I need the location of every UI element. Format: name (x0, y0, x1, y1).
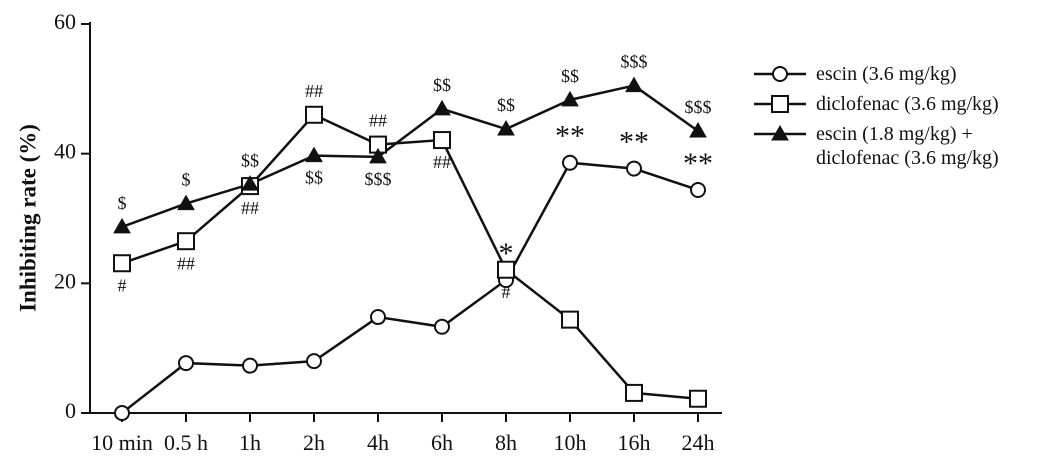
y-tick-label: 0 (65, 398, 76, 423)
significance-label: ** (683, 147, 713, 180)
marker (626, 160, 642, 177)
x-tick-label: 24h (682, 430, 715, 455)
x-tick-label: 1h (239, 430, 261, 455)
marker (690, 181, 706, 198)
x-tick-label: 10 min (91, 430, 153, 455)
significance-label: ** (619, 125, 649, 158)
marker (242, 357, 258, 374)
x-tick-label: 2h (303, 430, 325, 455)
x-tick-label: 8h (495, 430, 517, 455)
significance-label: ** (555, 120, 585, 153)
series-line (121, 84, 699, 229)
marker (113, 217, 131, 234)
marker (772, 66, 788, 82)
legend-item: escin (3.6 mg/kg) (750, 62, 1060, 86)
x-tick-label: 0.5 h (164, 430, 208, 455)
legend: escin (3.6 mg/kg) diclofenac (3.6 mg/kg) e… (750, 62, 1060, 176)
significance-label: ## (177, 253, 195, 273)
y-tick-label: 20 (54, 268, 76, 293)
marker (561, 90, 579, 107)
legend-swatch (754, 66, 806, 82)
marker (561, 310, 579, 329)
marker (433, 131, 451, 150)
marker (177, 232, 195, 251)
marker (562, 154, 578, 171)
legend-label: escin (1.8 mg/kg) + diclofenac (3.6 mg/k… (816, 123, 999, 169)
y-tick-label: 60 (54, 9, 76, 34)
legend-label: escin (3.6 mg/kg) (816, 63, 957, 85)
significance-label: $$ (497, 95, 515, 115)
marker (771, 95, 789, 113)
marker (177, 194, 195, 211)
marker (369, 147, 387, 164)
marker (689, 121, 707, 138)
marker (370, 309, 386, 326)
marker (113, 254, 131, 273)
x-tick-label: 10h (554, 430, 587, 455)
marker (625, 76, 643, 93)
marker (434, 318, 450, 335)
marker (497, 260, 515, 279)
marker (497, 120, 515, 136)
significance-label: ## (369, 111, 387, 131)
marker (241, 175, 259, 191)
legend-swatch (754, 95, 806, 113)
legend-item: diclofenac (3.6 mg/kg) (750, 92, 1060, 116)
chart: Inhibiting rate (%) 0 20 40 60 10 min 0.5 h 1h… (15, 9, 722, 455)
marker (625, 383, 643, 402)
significance-label: $$$ (365, 169, 392, 189)
significance-label: # (118, 275, 127, 295)
significance-label: ## (241, 198, 259, 218)
significance-label: $$$ (621, 52, 648, 72)
significance-label: $$ (241, 150, 259, 170)
series-line (121, 161, 699, 414)
marker (689, 389, 707, 408)
significance-label: ## (305, 81, 323, 101)
significance-label: $$ (305, 168, 323, 188)
significance-label: # (502, 282, 511, 302)
significance-label: $$ (433, 75, 451, 95)
significance-label: ## (433, 152, 451, 172)
marker (433, 99, 451, 116)
significance-label: $$ (561, 66, 579, 86)
marker (305, 105, 323, 124)
x-tick-label: 4h (367, 430, 389, 455)
significance-label: $ (118, 193, 127, 213)
marker (114, 405, 130, 421)
marker (178, 355, 194, 372)
significance-label: $ (182, 170, 191, 190)
legend-swatch (754, 124, 806, 141)
legend-item: escin (1.8 mg/kg) + diclofenac (3.6 mg/k… (750, 122, 1060, 170)
marker (771, 124, 789, 141)
y-tick-label: 40 (54, 139, 76, 164)
significance-label: $$$ (685, 97, 712, 117)
series-line (121, 113, 699, 400)
marker (306, 353, 322, 370)
x-tick-label: 16h (618, 430, 651, 455)
legend-label: diclofenac (3.6 mg/kg) (816, 93, 999, 115)
x-tick-label: 6h (431, 430, 453, 455)
marker (305, 146, 323, 163)
y-axis-label: Inhibiting rate (%) (15, 124, 40, 312)
